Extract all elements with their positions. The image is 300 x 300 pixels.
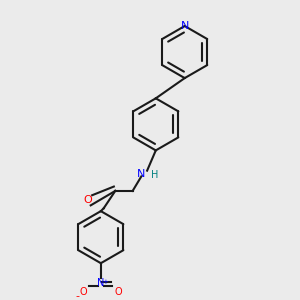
Text: N: N (97, 278, 104, 288)
Text: O: O (114, 287, 122, 297)
Text: H: H (151, 170, 158, 180)
Text: O: O (83, 195, 92, 205)
Text: N: N (181, 21, 189, 31)
Text: +: + (102, 279, 108, 285)
Text: O: O (80, 287, 87, 297)
Text: -: - (76, 292, 80, 300)
Text: N: N (137, 169, 146, 178)
